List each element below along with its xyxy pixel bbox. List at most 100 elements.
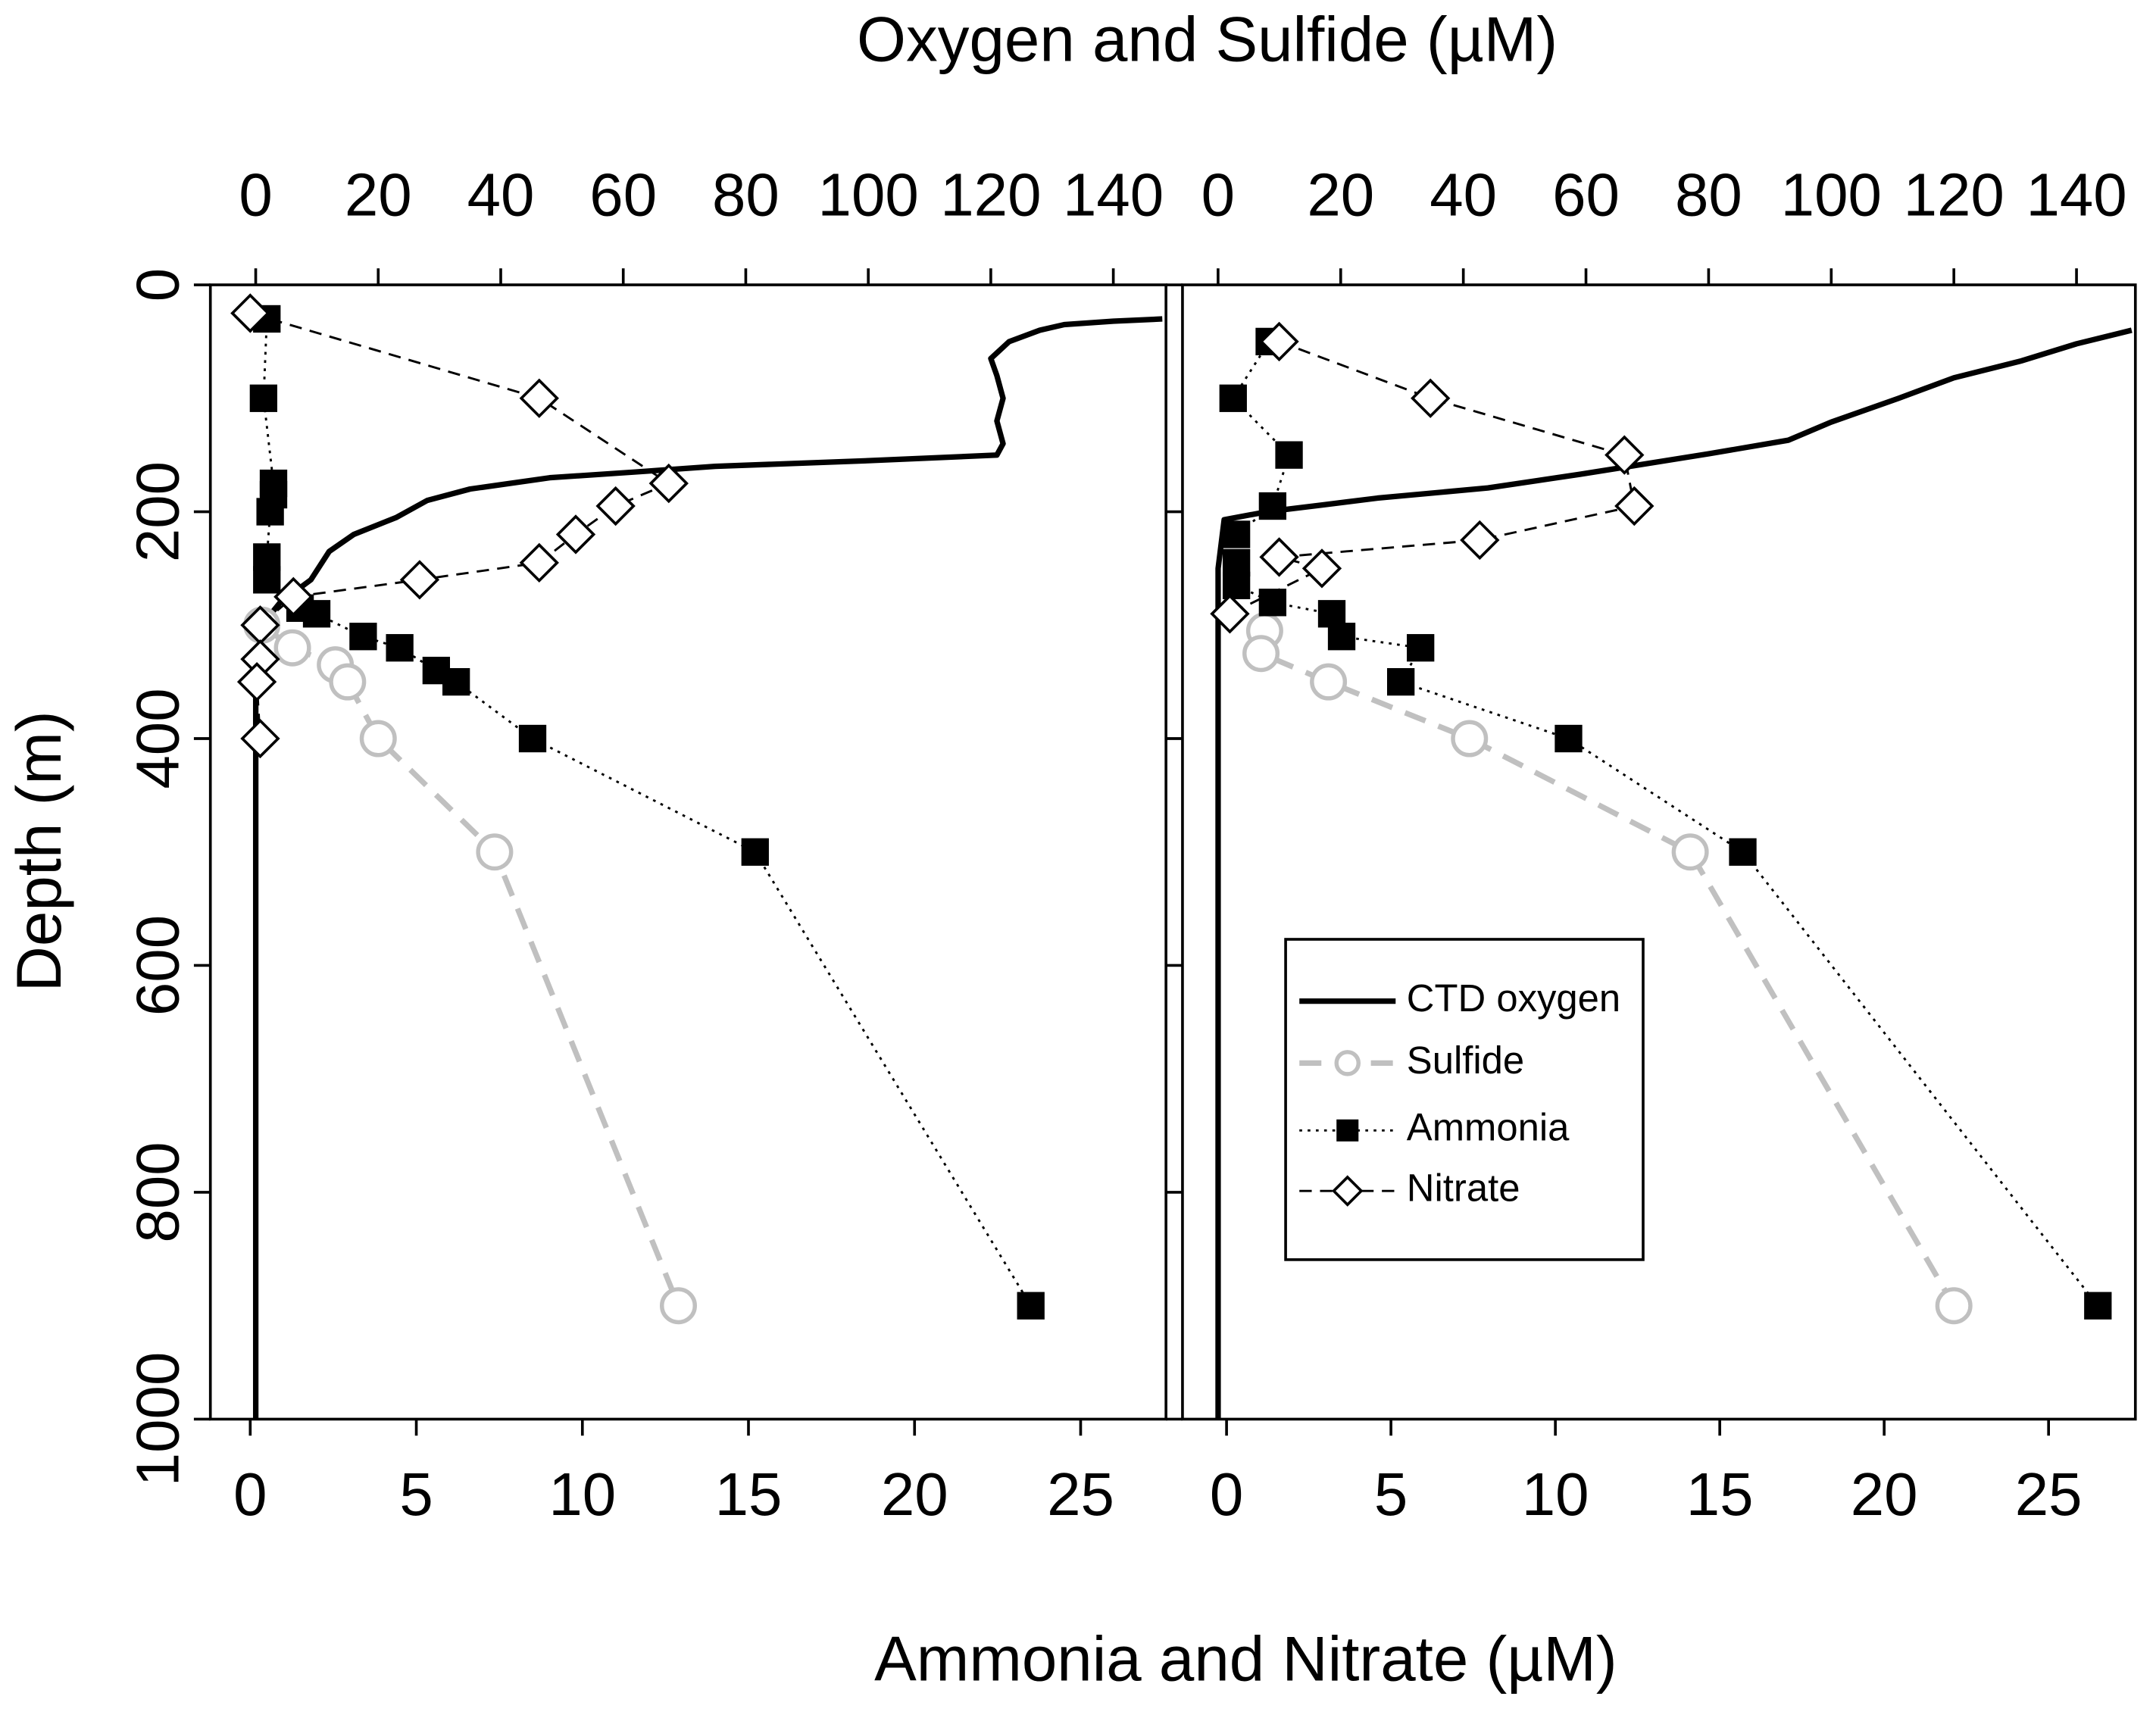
marker-square xyxy=(1219,384,1247,412)
marker-diamond xyxy=(1259,321,1299,362)
y-tick-label: 600 xyxy=(123,915,191,1016)
marker-circle xyxy=(476,833,514,871)
marker-diamond xyxy=(595,486,636,526)
top-tick-label: 80 xyxy=(712,161,780,229)
marker-square xyxy=(1222,571,1251,599)
marker-diamond xyxy=(1259,537,1299,577)
y-tick-label: 0 xyxy=(123,268,191,301)
legend-marker xyxy=(1336,1119,1359,1142)
legend-marker xyxy=(1332,1175,1364,1207)
y-tick-label: 400 xyxy=(123,688,191,789)
marker-circle xyxy=(1935,1287,1973,1325)
marker-square xyxy=(1407,634,1435,662)
top-tick-label: 140 xyxy=(2026,161,2126,229)
bottom-tick-label: 25 xyxy=(1047,1460,1114,1528)
legend-label: Ammonia xyxy=(1407,1106,1570,1149)
top-tick-label: 40 xyxy=(467,161,535,229)
marker-circle xyxy=(329,663,367,701)
marker-square xyxy=(349,623,377,651)
marker-square xyxy=(1017,1292,1045,1320)
marker-square xyxy=(1275,441,1303,469)
plot-frame xyxy=(208,283,1167,1421)
bottom-tick-label: 10 xyxy=(1522,1460,1589,1528)
legend-marker xyxy=(1334,1050,1361,1076)
bottom-tick-label: 5 xyxy=(1374,1460,1408,1528)
series-line xyxy=(260,623,681,1307)
marker-diamond xyxy=(399,560,440,600)
marker-square xyxy=(1729,838,1757,866)
marker-diamond xyxy=(230,293,270,333)
bottom-axis-title: Ammonia and Nitrate (µM) xyxy=(874,1623,1617,1695)
top-tick-label: 60 xyxy=(1552,161,1620,229)
top-tick-label: 140 xyxy=(1063,161,1164,229)
marker-diamond xyxy=(648,463,689,504)
bottom-tick-label: 15 xyxy=(715,1460,783,1528)
top-tick-label: 120 xyxy=(1904,161,2004,229)
marker-square xyxy=(302,600,331,628)
marker-square xyxy=(1222,520,1251,548)
marker-square xyxy=(1258,492,1287,520)
marker-diamond xyxy=(1301,548,1342,589)
marker-circle xyxy=(359,720,397,758)
legend-label: Nitrate xyxy=(1407,1167,1520,1210)
bottom-tick-label: 0 xyxy=(233,1460,267,1528)
marker-square xyxy=(518,724,547,753)
top-tick-label: 60 xyxy=(589,161,657,229)
plot-frame xyxy=(1181,283,2137,1421)
marker-square xyxy=(1386,667,1415,696)
bottom-tick-label: 5 xyxy=(399,1460,433,1528)
bottom-tick-label: 20 xyxy=(881,1460,948,1528)
marker-square xyxy=(741,838,769,866)
marker-square xyxy=(386,634,414,662)
marker-diamond xyxy=(236,661,277,702)
marker-square xyxy=(256,498,284,526)
series-line xyxy=(262,318,1032,1307)
legend-box xyxy=(1284,938,1645,1261)
bottom-tick-label: 10 xyxy=(548,1460,616,1528)
top-tick-label: 20 xyxy=(1307,161,1374,229)
top-tick-label: 120 xyxy=(940,161,1041,229)
marker-diamond xyxy=(240,718,280,759)
marker-circle xyxy=(1451,720,1489,758)
top-axis-title: Oxygen and Sulfide (µM) xyxy=(857,3,1558,74)
top-tick-label: 0 xyxy=(239,161,272,229)
marker-square xyxy=(2084,1292,2112,1320)
marker-diamond xyxy=(519,542,559,583)
series-line xyxy=(252,316,1163,1420)
marker-diamond xyxy=(519,378,559,418)
marker-diamond xyxy=(1411,378,1451,418)
y-tick-label: 1000 xyxy=(123,1352,191,1487)
marker-diamond xyxy=(1614,486,1654,526)
legend-label: CTD oxygen xyxy=(1407,976,1620,1020)
marker-circle xyxy=(1242,635,1280,673)
marker-circle xyxy=(1310,663,1348,701)
y-tick-label: 200 xyxy=(123,461,191,562)
marker-square xyxy=(1327,623,1356,651)
top-tick-label: 0 xyxy=(1201,161,1235,229)
marker-diamond xyxy=(1210,594,1250,634)
marker-diamond xyxy=(555,514,596,554)
top-tick-label: 40 xyxy=(1430,161,1497,229)
marker-square xyxy=(253,566,281,594)
marker-circle xyxy=(1671,833,1709,871)
legend-label: Sulfide xyxy=(1407,1039,1524,1082)
marker-diamond xyxy=(1605,435,1645,475)
marker-diamond xyxy=(273,576,314,617)
y-tick-label: 800 xyxy=(123,1142,191,1242)
marker-square xyxy=(442,667,470,696)
marker-square xyxy=(249,384,278,412)
marker-square xyxy=(1555,724,1583,753)
top-tick-label: 20 xyxy=(345,161,412,229)
bottom-tick-label: 0 xyxy=(1210,1460,1243,1528)
top-tick-label: 100 xyxy=(818,161,919,229)
top-tick-label: 80 xyxy=(1675,161,1742,229)
marker-diamond xyxy=(1460,520,1500,561)
top-tick-label: 100 xyxy=(1781,161,1882,229)
y-axis-title: Depth (m) xyxy=(3,711,74,992)
bottom-tick-label: 25 xyxy=(2015,1460,2083,1528)
marker-circle xyxy=(659,1287,697,1325)
bottom-tick-label: 20 xyxy=(1851,1460,1918,1528)
series-line xyxy=(1215,327,2133,1420)
